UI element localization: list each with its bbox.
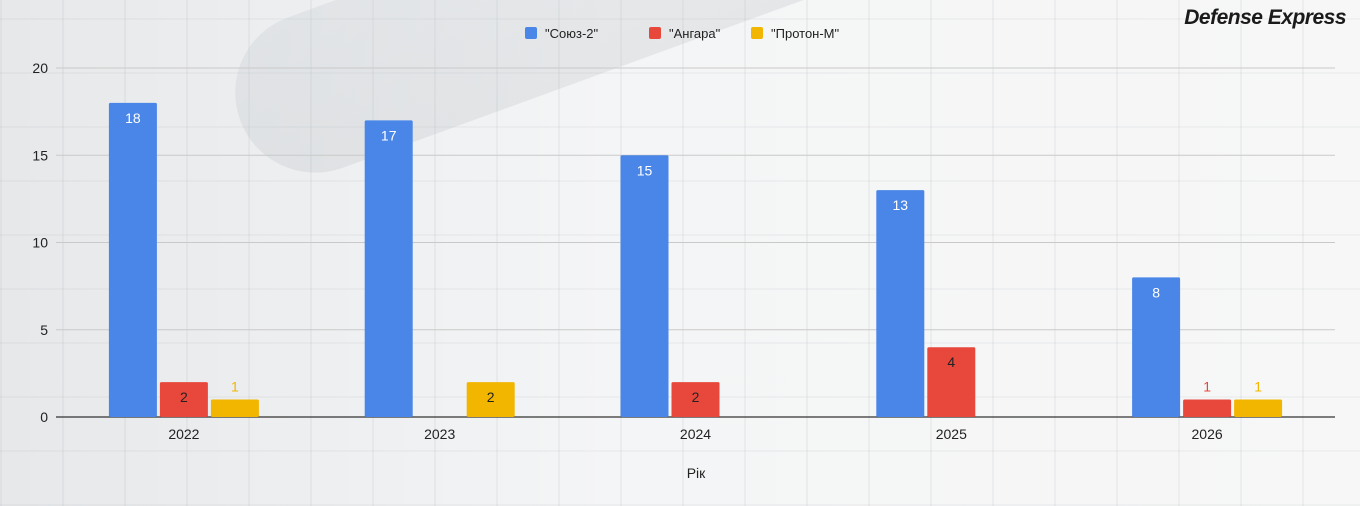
x-tick-label: 2024: [680, 426, 711, 442]
y-tick-label: 10: [32, 235, 48, 251]
data-label: 2: [487, 389, 495, 405]
y-tick-label: 5: [40, 322, 48, 338]
x-tick-label: 2022: [168, 426, 199, 442]
data-label: 15: [637, 162, 653, 178]
brand-logo: Defense Express: [1184, 6, 1346, 29]
data-label: 18: [125, 110, 141, 126]
x-tick-label: 2025: [936, 426, 967, 442]
legend-swatch: [525, 27, 537, 39]
x-tick-label: 2023: [424, 426, 455, 442]
data-label: 2: [180, 389, 188, 405]
y-tick-labels: 0 5 10 15 20: [32, 60, 48, 425]
data-label: 1: [1254, 379, 1262, 395]
data-label: 17: [381, 127, 397, 143]
legend-swatch: [649, 27, 661, 39]
legend-label: "Протон-М": [771, 26, 840, 41]
bar: [1234, 399, 1283, 417]
bar: [927, 347, 976, 417]
bar: [671, 382, 720, 417]
y-tick-label: 20: [32, 60, 48, 76]
data-label: 1: [1203, 379, 1211, 395]
bar: [364, 120, 413, 417]
legend: "Союз-2" "Ангара" "Протон-М": [525, 26, 840, 41]
bar: [210, 399, 259, 417]
legend-label: "Ангара": [669, 26, 721, 41]
data-label: 2: [692, 389, 700, 405]
bar: [108, 102, 157, 418]
data-label: 4: [947, 354, 955, 370]
bar: [159, 382, 208, 417]
data-label: 1: [231, 379, 239, 395]
bar: [876, 190, 925, 417]
data-label: 13: [893, 197, 909, 213]
y-tick-label: 15: [32, 147, 48, 163]
legend-swatch: [751, 27, 763, 39]
bar: [466, 382, 515, 417]
x-tick-labels: 2022 2023 2024 2025 2026: [168, 426, 1223, 442]
bar: [1132, 277, 1181, 417]
bars: [108, 102, 1283, 418]
bar: [620, 155, 669, 417]
data-labels: 18 2 1 17 2 15 2 13 4 8 1 1: [125, 110, 1262, 405]
legend-label: "Союз-2": [545, 26, 599, 41]
x-axis-title: Рік: [687, 465, 706, 481]
y-tick-label: 0: [40, 409, 48, 425]
bar: [1183, 399, 1232, 417]
x-tick-label: 2026: [1192, 426, 1223, 442]
data-label: 8: [1152, 284, 1160, 300]
